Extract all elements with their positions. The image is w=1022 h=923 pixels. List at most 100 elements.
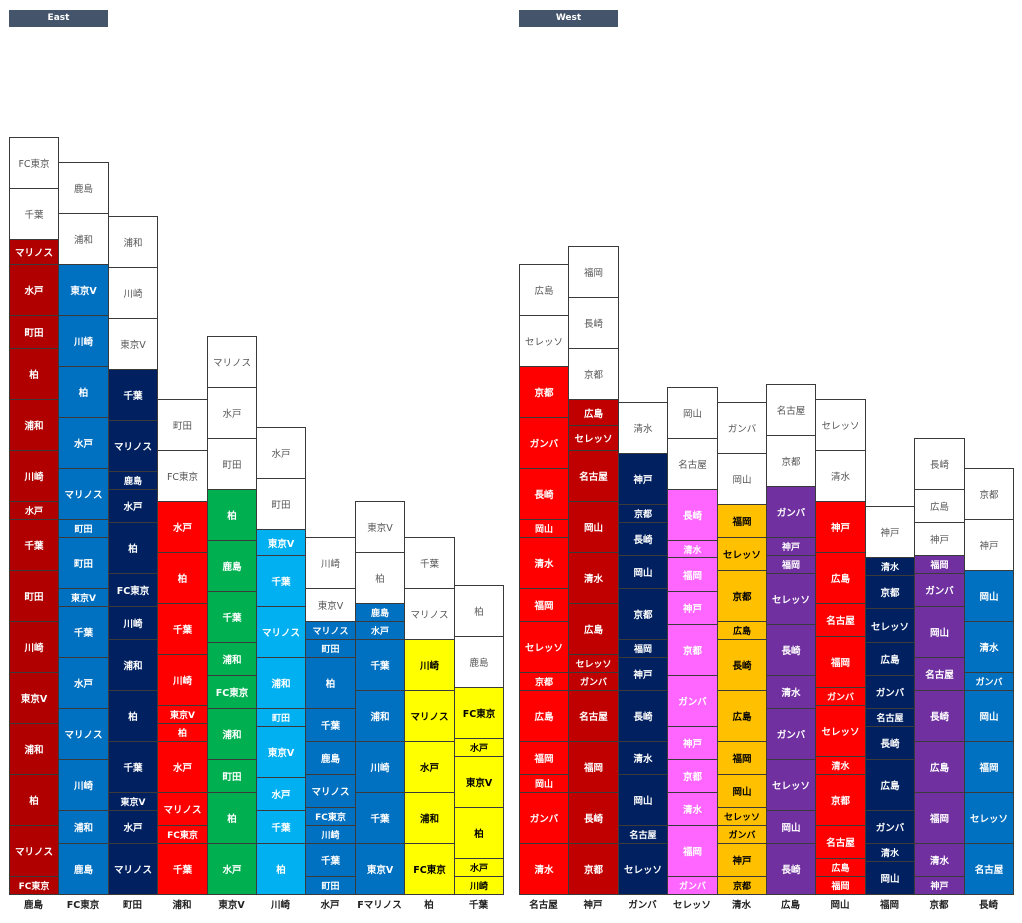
result-cell: 川崎 [454, 876, 504, 895]
result-cell: 川崎 [108, 606, 158, 640]
result-cell: 名古屋 [815, 825, 866, 859]
result-cell: 鹿島 [355, 603, 405, 622]
result-cell: ガンバ [568, 672, 619, 691]
remaining-match-cell: 千葉 [404, 537, 455, 589]
remaining-match-cell: 町田 [157, 399, 208, 451]
result-cell: 水戸 [256, 777, 306, 811]
remaining-match-cell: 岡山 [667, 387, 718, 439]
team-label: 長崎 [978, 900, 998, 911]
result-cell: ガンバ [519, 792, 569, 844]
result-cell: 広島 [717, 621, 767, 640]
remaining-match-cell: 名古屋 [667, 438, 718, 490]
result-cell: 神戸 [717, 843, 767, 877]
result-cell: 福岡 [667, 557, 718, 592]
result-cell: 川崎 [58, 315, 109, 367]
result-cell: マリノス [9, 825, 59, 877]
team-label: 京都 [929, 900, 949, 911]
result-cell: 岡山 [568, 501, 619, 553]
result-cell: ガンバ [667, 675, 718, 727]
result-cell: 浦和 [256, 657, 306, 709]
result-cell: 広島 [717, 690, 767, 742]
result-cell: 千葉 [108, 369, 158, 421]
result-cell: 柏 [207, 792, 257, 844]
result-cell: 福岡 [519, 741, 569, 775]
result-cell: ガンバ [865, 675, 915, 709]
result-cell: FC東京 [9, 876, 59, 895]
result-cell: ガンバ [865, 810, 915, 844]
result-cell: セレッソ [766, 573, 816, 625]
result-cell: 福岡 [568, 741, 619, 793]
remaining-match-cell: 水戸 [256, 427, 306, 479]
team-label: 川崎 [270, 900, 290, 911]
remaining-match-cell: 柏 [355, 552, 405, 604]
result-cell: 清水 [766, 675, 816, 709]
result-cell: 岡山 [766, 810, 816, 844]
result-cell: 水戸 [207, 843, 257, 895]
result-cell: ガンバ [815, 687, 866, 706]
result-cell: 福岡 [717, 741, 767, 775]
remaining-match-cell: 福岡 [568, 246, 619, 298]
result-cell: 浦和 [9, 723, 59, 775]
result-cell: 神戸 [618, 453, 668, 505]
result-cell: 京都 [717, 876, 767, 895]
result-cell: 京都 [519, 366, 569, 418]
result-cell: ガンバ [914, 573, 965, 607]
result-cell: 広島 [865, 642, 915, 676]
remaining-match-cell: 東京V [108, 318, 158, 370]
team-label: 鹿島 [23, 900, 43, 911]
team-label: 町田 [122, 900, 142, 911]
result-cell: 岡山 [914, 606, 965, 658]
result-cell: 広島 [865, 759, 915, 811]
result-cell: 千葉 [305, 708, 356, 742]
result-cell: 京都 [815, 774, 866, 826]
result-cell: 京都 [865, 575, 915, 609]
result-cell: 千葉 [305, 843, 356, 877]
result-cell: ガンバ [766, 486, 816, 538]
result-cell: マリノス [108, 843, 158, 895]
team-label: 千葉 [468, 900, 488, 911]
result-cell: 町田 [58, 537, 109, 589]
result-cell: 千葉 [207, 591, 257, 643]
team-label: セレッソ [672, 900, 711, 911]
remaining-match-cell: 神戸 [914, 522, 965, 556]
result-cell: マリノス [58, 468, 109, 520]
team-label: 神戸 [583, 900, 603, 911]
remaining-match-cell: 京都 [964, 468, 1014, 520]
result-cell: 水戸 [58, 657, 109, 709]
result-cell: 名古屋 [815, 603, 866, 637]
result-cell: 神戸 [667, 591, 718, 625]
result-cell: マリノス [58, 708, 109, 760]
result-cell: 清水 [865, 557, 915, 576]
remaining-match-cell: 広島 [519, 264, 569, 316]
team-label: 清水 [731, 900, 751, 911]
remaining-match-cell: 川崎 [108, 267, 158, 319]
result-cell: マリノス [404, 690, 455, 742]
result-cell: 京都 [618, 588, 668, 640]
result-cell: 岡山 [865, 861, 915, 895]
remaining-match-cell: 岡山 [717, 453, 767, 505]
result-cell: 広島 [568, 603, 619, 655]
result-cell: 水戸 [454, 738, 504, 757]
result-cell: セレッソ [766, 759, 816, 811]
result-cell: FC東京 [404, 843, 455, 895]
result-cell: マリノス [256, 606, 306, 658]
result-cell: 岡山 [618, 555, 668, 589]
result-cell: 福岡 [815, 636, 866, 688]
result-cell: 名古屋 [568, 450, 619, 502]
result-cell: 柏 [256, 843, 306, 895]
result-cell: マリノス [157, 792, 208, 826]
team-label: 岡山 [830, 900, 850, 911]
result-cell: 柏 [454, 807, 504, 859]
result-cell: 神戸 [914, 876, 965, 895]
remaining-match-cell: 京都 [568, 348, 619, 400]
result-cell: 岡山 [964, 570, 1014, 622]
result-cell: 広島 [815, 552, 866, 604]
result-cell: 長崎 [618, 522, 668, 556]
remaining-match-cell: セレッソ [519, 315, 569, 367]
result-cell: 町田 [9, 570, 59, 622]
result-cell: 広島 [519, 690, 569, 742]
team-label: 柏 [424, 900, 434, 911]
remaining-match-cell: 浦和 [108, 216, 158, 268]
result-cell: 東京V [108, 792, 158, 811]
result-cell: 浦和 [9, 399, 59, 451]
